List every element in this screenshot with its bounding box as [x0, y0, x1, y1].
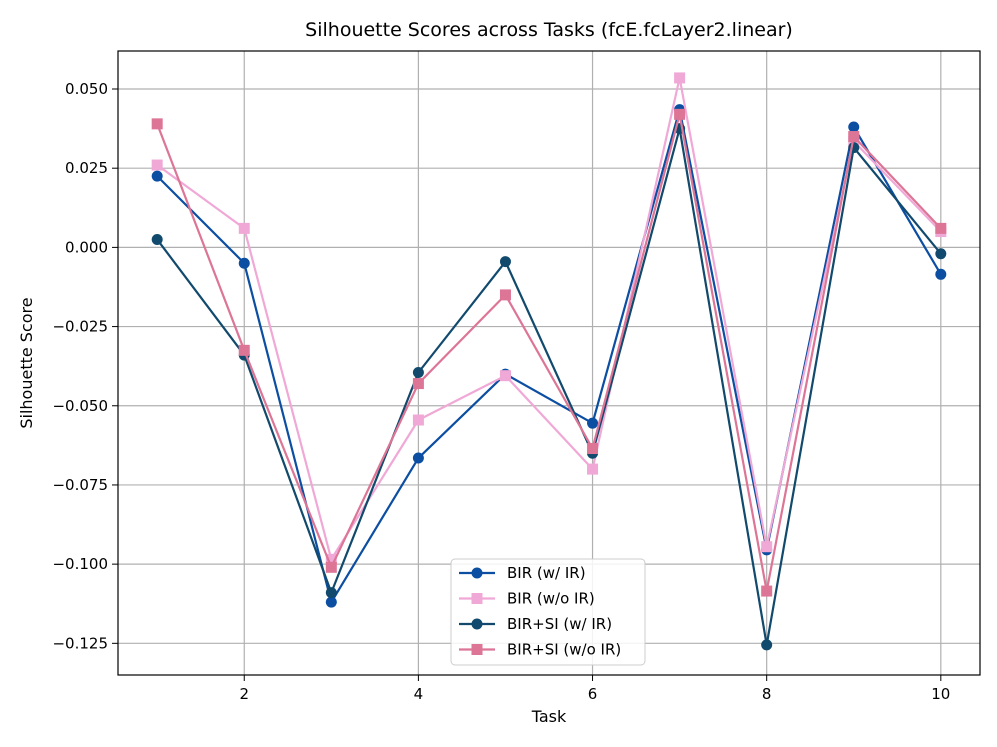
series-layer: [151, 72, 947, 651]
y-tick-label: −0.125: [52, 634, 108, 652]
legend-label: BIR+SI (w/o IR): [507, 641, 621, 659]
series-line: [156, 127, 942, 647]
axis-ticks: 2 4 6 8 10 0.050 0.025 0.000 −0.025 −0.050 −0.075 −…: [52, 80, 950, 703]
data-point: [587, 417, 599, 429]
data-point: [935, 222, 947, 234]
x-tick-label: 2: [239, 685, 249, 703]
data-point: [238, 257, 250, 269]
data-point: [674, 72, 686, 84]
y-tick-label: −0.075: [52, 476, 108, 494]
x-tick-label: 6: [588, 685, 598, 703]
data-point: [761, 585, 773, 597]
series-line: [156, 76, 942, 561]
legend-entry: BIR+SI (w/ IR): [459, 615, 612, 633]
y-tick-label: 0.025: [65, 159, 108, 177]
legend-marker: [471, 567, 483, 579]
data-point: [412, 414, 424, 426]
y-tick-label: 0.000: [65, 238, 108, 256]
series-line: [156, 113, 942, 593]
y-axis-label: Silhouette Score: [17, 297, 36, 428]
data-point: [325, 587, 337, 599]
plot-area-frame: [117, 50, 981, 676]
x-tick-label: 8: [762, 685, 772, 703]
data-point: [499, 289, 511, 301]
data-point: [238, 222, 250, 234]
data-point: [935, 268, 947, 280]
series-line: [156, 108, 942, 604]
y-tick-label: −0.100: [52, 555, 108, 573]
data-point: [761, 541, 773, 553]
data-point: [325, 561, 337, 573]
legend-label: BIR (w/ IR): [507, 564, 586, 582]
data-point: [238, 344, 250, 356]
data-point: [151, 170, 163, 182]
data-point: [674, 108, 686, 120]
legend-entry: BIR+SI (w/o IR): [459, 641, 621, 659]
legend: BIR (w/ IR) BIR (w/o IR) BIR+SI (w/ IR) BIR…: [450, 558, 646, 666]
chart-title: Silhouette Scores across Tasks (fcE.fcLa…: [305, 19, 793, 41]
legend-entry: BIR (w/ IR): [459, 564, 586, 582]
legend-marker: [471, 644, 483, 655]
legend-box: [450, 558, 646, 666]
x-tick-label: 10: [931, 685, 950, 703]
data-point: [412, 378, 424, 390]
series-4: [151, 108, 947, 597]
legend-label: BIR+SI (w/ IR): [507, 615, 612, 633]
y-tick-label: −0.050: [52, 397, 108, 415]
data-point: [848, 121, 860, 133]
legend-marker: [471, 593, 483, 604]
series-2: [151, 72, 947, 565]
legend-label: BIR (w/o IR): [507, 590, 595, 608]
data-point: [325, 596, 337, 608]
data-point: [412, 452, 424, 464]
data-point: [761, 639, 773, 651]
y-tick-label: 0.050: [65, 80, 108, 98]
legend-marker: [471, 618, 483, 630]
data-point: [935, 248, 947, 260]
data-point: [412, 367, 424, 379]
data-point: [587, 463, 599, 475]
data-point: [151, 159, 163, 171]
y-tick-label: −0.025: [52, 318, 108, 336]
x-tick-label: 4: [414, 685, 424, 703]
data-point: [151, 233, 163, 245]
x-axis-label: Task: [531, 707, 567, 726]
data-point: [499, 256, 511, 268]
data-point: [848, 131, 860, 143]
data-point: [587, 443, 599, 455]
data-point: [499, 370, 511, 382]
data-point: [151, 118, 163, 130]
legend-entry: BIR (w/o IR): [459, 590, 595, 608]
data-point: [325, 553, 337, 565]
